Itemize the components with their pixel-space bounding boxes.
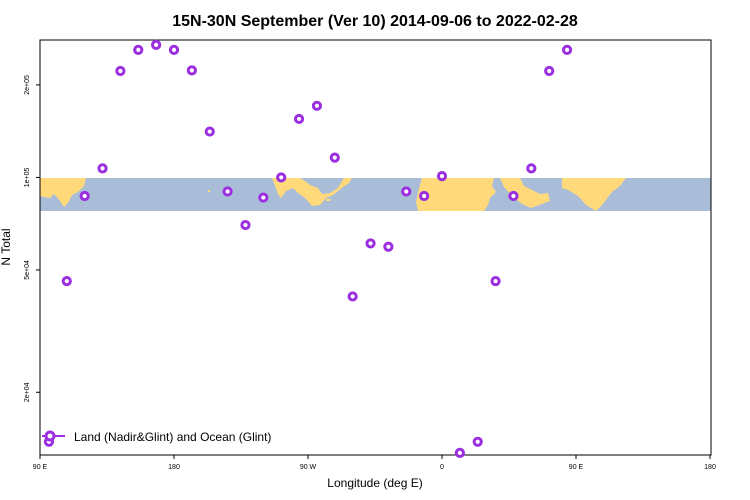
data-point — [258, 192, 269, 203]
land-north-america — [272, 178, 352, 206]
land-hawaii — [208, 190, 210, 192]
land-hispaniola — [326, 199, 331, 201]
data-point — [544, 65, 555, 77]
data-point — [186, 65, 197, 76]
data-point — [436, 171, 448, 182]
data-point — [490, 275, 501, 287]
x-tick-label: 180 — [168, 464, 180, 471]
x-tick-label: 90 E — [569, 464, 584, 471]
y-tick-label: 5e+04 — [24, 260, 31, 280]
legend-marker — [44, 430, 56, 442]
data-point — [454, 447, 465, 458]
land-arabia — [500, 178, 550, 208]
data-point — [329, 152, 340, 163]
data-points — [43, 39, 573, 458]
y-axis-label: N Total — [0, 228, 13, 265]
data-point — [151, 39, 162, 50]
data-point — [115, 65, 126, 77]
y-axis-ticks: 2e+04 5e+04 1e+05 2e+05 — [24, 75, 40, 402]
data-point — [311, 100, 323, 111]
data-point — [276, 172, 287, 183]
x-tick-label: 180 — [704, 464, 716, 471]
x-tick-label: 90 E — [33, 464, 48, 471]
data-point — [347, 291, 358, 302]
data-point — [240, 219, 251, 231]
land-asia-west — [40, 178, 86, 207]
data-point — [472, 436, 483, 447]
x-axis-label: Longitude (deg E) — [327, 476, 422, 490]
data-point — [204, 126, 215, 137]
data-point — [365, 238, 376, 249]
data-point — [383, 241, 394, 252]
data-point — [508, 190, 519, 202]
data-point — [401, 186, 412, 197]
map-band — [40, 178, 711, 211]
data-point — [419, 190, 430, 202]
data-point — [79, 190, 90, 202]
chart-title: 15N-30N September (Ver 10) 2014-09-06 to… — [172, 13, 578, 30]
x-tick-label: 90 W — [300, 464, 317, 471]
legend: Land (Nadir&Glint) and Ocean (Glint) — [42, 430, 271, 444]
legend-label: Land (Nadir&Glint) and Ocean (Glint) — [74, 430, 271, 444]
data-point — [561, 44, 573, 55]
data-point — [526, 163, 537, 174]
data-point — [222, 186, 233, 197]
y-tick-label: 2e+04 — [24, 382, 31, 402]
x-axis-ticks: 90 E 180 90 W 0 90 E 180 — [33, 455, 716, 471]
plot-frame — [39, 39, 712, 456]
data-point — [61, 275, 72, 287]
land-africa — [416, 178, 496, 211]
y-tick-label: 1e+05 — [24, 168, 31, 188]
x-tick-label: 0 — [440, 464, 444, 471]
land-taiwan — [62, 196, 66, 203]
y-tick-label: 2e+05 — [24, 75, 31, 95]
land-cuba — [314, 196, 325, 199]
data-point — [97, 163, 108, 174]
land-masses — [40, 178, 626, 211]
data-point — [293, 113, 305, 125]
data-point — [168, 44, 180, 55]
data-point — [133, 44, 144, 55]
land-india — [562, 178, 626, 211]
